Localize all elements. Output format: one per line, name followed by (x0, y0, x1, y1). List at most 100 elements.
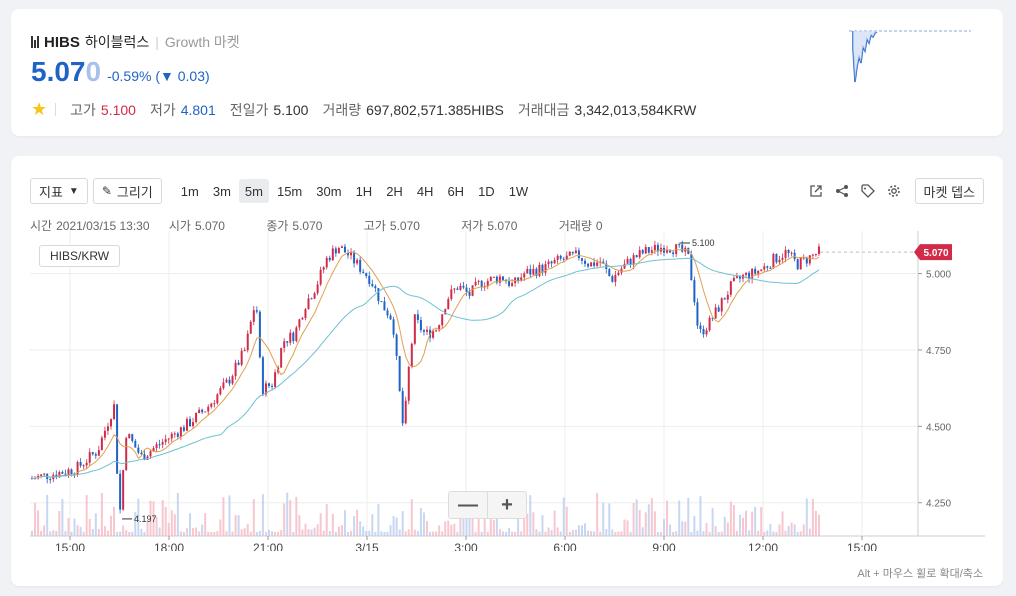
candle-body (283, 341, 286, 349)
candle-body (687, 247, 690, 255)
volume-bar (456, 531, 459, 536)
candle-body (310, 298, 313, 300)
candle-body (474, 281, 477, 286)
candle-body (271, 385, 274, 387)
volume-bar (796, 531, 799, 536)
candle-body (137, 447, 140, 453)
volume-bar (760, 507, 763, 536)
volume-bar (410, 499, 413, 536)
interval-1m[interactable]: 1m (180, 183, 199, 199)
candle-body (647, 247, 650, 253)
volume-bar (280, 529, 283, 536)
share-icon[interactable] (829, 178, 855, 204)
interval-3m[interactable]: 3m (212, 183, 231, 199)
candle-body (544, 264, 547, 273)
candle-body (292, 332, 295, 342)
candle-body (626, 258, 629, 264)
candle-body (811, 254, 814, 256)
stat-low-label: 저가 (149, 101, 176, 118)
zoom-in-button[interactable]: + (501, 493, 513, 516)
volume-bar (663, 519, 665, 536)
volume-bar (793, 524, 796, 536)
volume-bar (61, 498, 64, 536)
interval-5m[interactable]: 5m (238, 179, 269, 203)
volume-bar (222, 497, 225, 536)
candle-body (371, 283, 374, 287)
indicator-button[interactable]: 지표 ▼ (30, 178, 88, 204)
price-chart[interactable]: 5.000 4.750 4.500 4.250 15:00 18:00 21:00 3/15 3… (30, 231, 985, 551)
pencil-icon: ✎ (101, 184, 112, 198)
interval-2H[interactable]: 2H (386, 183, 403, 199)
volume-bar (605, 529, 608, 536)
volume-bar (237, 515, 240, 536)
favorite-star-icon[interactable]: ★ (31, 99, 48, 119)
market-depth-button[interactable]: 마켓 뎁스 (914, 178, 984, 204)
candle-body (261, 357, 264, 395)
x-tick-label: 15:00 (847, 541, 877, 551)
candle-body (508, 281, 511, 286)
interval-1H[interactable]: 1H (355, 183, 373, 199)
volume-bar (802, 524, 805, 536)
volume-bar (31, 530, 33, 536)
draw-button[interactable]: ✎ 그리기 (92, 178, 162, 204)
interval-30m[interactable]: 30m (316, 183, 342, 199)
volume-bar (523, 511, 526, 536)
interval-1W[interactable]: 1W (508, 183, 529, 199)
candle-body (231, 376, 234, 384)
candle-body (359, 259, 362, 272)
volume-bar (544, 531, 547, 536)
volume-bar (508, 527, 511, 536)
candle-body (368, 275, 371, 284)
volume-bar (699, 496, 702, 536)
candle-body (738, 276, 741, 279)
x-tick-label: 18:00 (154, 541, 184, 551)
candle-body (550, 261, 553, 264)
gear-icon[interactable] (881, 178, 907, 204)
candle-body (337, 248, 340, 254)
volume-bar (325, 504, 328, 536)
candle-body (128, 434, 131, 439)
volume-bar (347, 531, 349, 536)
volume-bar (261, 494, 264, 536)
ticker-title: HIBS 하이블럭스 | Growth 마켓 (31, 32, 240, 52)
volume-bar (234, 515, 237, 536)
volume-bar (751, 511, 754, 536)
candle-body (85, 462, 88, 466)
candle-body (301, 317, 304, 320)
interval-1D[interactable]: 1D (478, 183, 495, 199)
candle-body (243, 350, 246, 352)
popout-icon[interactable] (803, 178, 829, 204)
candle-body (553, 259, 556, 264)
volume-bar (316, 524, 319, 536)
candle-body (94, 454, 97, 456)
volume-bar (422, 512, 425, 536)
candle-body (158, 444, 161, 446)
candle-body (435, 330, 438, 332)
candle-body (781, 257, 784, 260)
candle-body (520, 277, 523, 281)
zoom-out-button[interactable]: — (449, 492, 488, 518)
volume-bar (365, 530, 368, 536)
x-tick-label: 9:00 (652, 541, 676, 551)
candle-body (465, 287, 468, 292)
interval-15m[interactable]: 15m (276, 183, 303, 199)
tag-icon[interactable] (855, 178, 881, 204)
candle-body (225, 379, 228, 383)
volume-bar (103, 525, 106, 536)
volume-bar (231, 531, 234, 536)
interval-6H[interactable]: 6H (447, 183, 465, 199)
interval-4H[interactable]: 4H (416, 183, 434, 199)
candle-body (735, 276, 738, 278)
candle-body (790, 252, 793, 254)
volume-bar (693, 515, 696, 536)
volume-bar (170, 510, 173, 536)
current-price: 5.070 (31, 56, 102, 87)
candle-body (726, 294, 729, 300)
candle-body (249, 321, 252, 334)
volume-bar (152, 501, 155, 536)
volume-bar (814, 510, 817, 536)
volume-bar (82, 531, 85, 536)
candle-body (401, 391, 404, 424)
candle-body (234, 362, 237, 377)
price-row: 5.070 -0.59% (▼ 0.03) (31, 56, 210, 88)
